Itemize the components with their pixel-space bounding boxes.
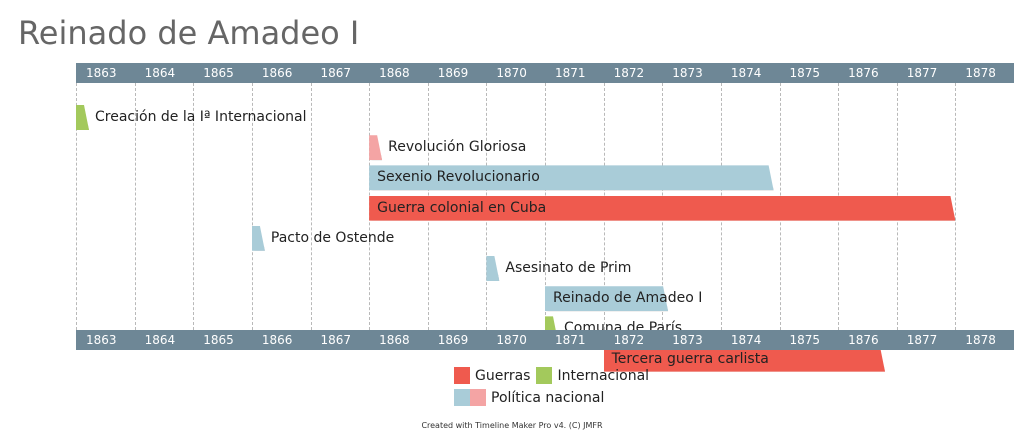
chart-title: Reinado de Amadeo I [18,14,360,52]
tick-label: 1867 [320,66,352,80]
tick-label: 1873 [672,66,703,80]
tick-label: 1870 [496,333,527,347]
tick-label: 1876 [848,66,879,80]
timeline-events: Creación de la Iª Internacional Revolució… [76,0,1014,446]
tick-label: 1871 [555,333,586,347]
event-bar [486,256,499,281]
tick-label: 1872 [613,333,645,347]
legend-label-politica-nacional: Política nacional [491,389,605,406]
event-label: Tercera guerra carlista [611,350,769,367]
event-label: Creación de la Iª Internacional [95,109,307,125]
event-label: Guerra colonial en Cuba [377,199,547,216]
event-label: Asesinato de Prim [505,260,632,276]
tick-label: 1872 [613,66,645,80]
tick-label: 1874 [730,333,762,347]
event-bar [545,286,668,311]
tick-label: 1877 [906,66,938,80]
tick-label: 1869 [437,66,469,80]
tick-label: 1871 [555,66,586,80]
legend-swatch-internacional [536,367,553,384]
tick-label: 1863 [86,333,117,347]
tick-label: 1863 [86,66,117,80]
event-bar [252,226,265,251]
tick-label: 1868 [379,333,410,347]
tick-label: 1868 [379,66,410,80]
legend-label-guerras: Guerras [475,367,531,384]
legend-row-2: Política nacional [454,389,604,406]
axis-bottom: 1863 1864 1865 1866 1867 1868 1869 1870 1871 1872… [76,330,1014,350]
gridline [193,83,195,330]
gridline [310,83,312,330]
event-bar [604,347,885,372]
tick-label: 1878 [965,333,996,347]
tick-label: 1878 [965,66,996,80]
tick-label: 1876 [848,333,879,347]
tick-label: 1875 [789,333,821,347]
tick-label: 1866 [261,66,293,80]
tick-label: 1874 [730,66,762,80]
event-label: Revolución Gloriosa [388,139,527,156]
tick-label: 1870 [496,66,527,80]
tick-label: 1867 [320,333,352,347]
event-label: Reinado de Amadeo I [553,290,703,307]
event-bar [76,105,89,130]
legend-swatch-politica-b [470,389,486,406]
tick-label: 1865 [203,66,234,80]
tick-label: 1869 [437,333,469,347]
event-label: Pacto de Ostende [270,229,395,246]
tick-label: 1864 [144,333,176,347]
tick-label: 1866 [261,333,293,347]
tick-label: 1873 [672,333,703,347]
gridline [955,83,957,330]
tick-label: 1865 [203,333,234,347]
event-bar [369,165,774,190]
gridline [134,83,136,330]
tick-label: 1877 [906,333,938,347]
tick-label: 1875 [789,66,821,80]
footer-credit: Created with Timeline Maker Pro v4. (C) … [421,421,603,430]
gridline [76,83,77,330]
event-label: Sexenio Revolucionario [377,169,540,186]
axis-top: 1863 1864 1865 1866 1867 1868 1869 1870 1871 1872… [76,63,1014,83]
event-bar [369,135,382,160]
gridline [251,83,253,330]
legend-row-1: Guerras Internacional [454,367,649,384]
tick-label: 1864 [144,66,176,80]
event-bar [369,196,955,221]
legend-swatch-politica-a [454,389,470,406]
legend-label-internacional: Internacional [557,367,650,384]
legend-swatch-guerras [454,367,470,384]
